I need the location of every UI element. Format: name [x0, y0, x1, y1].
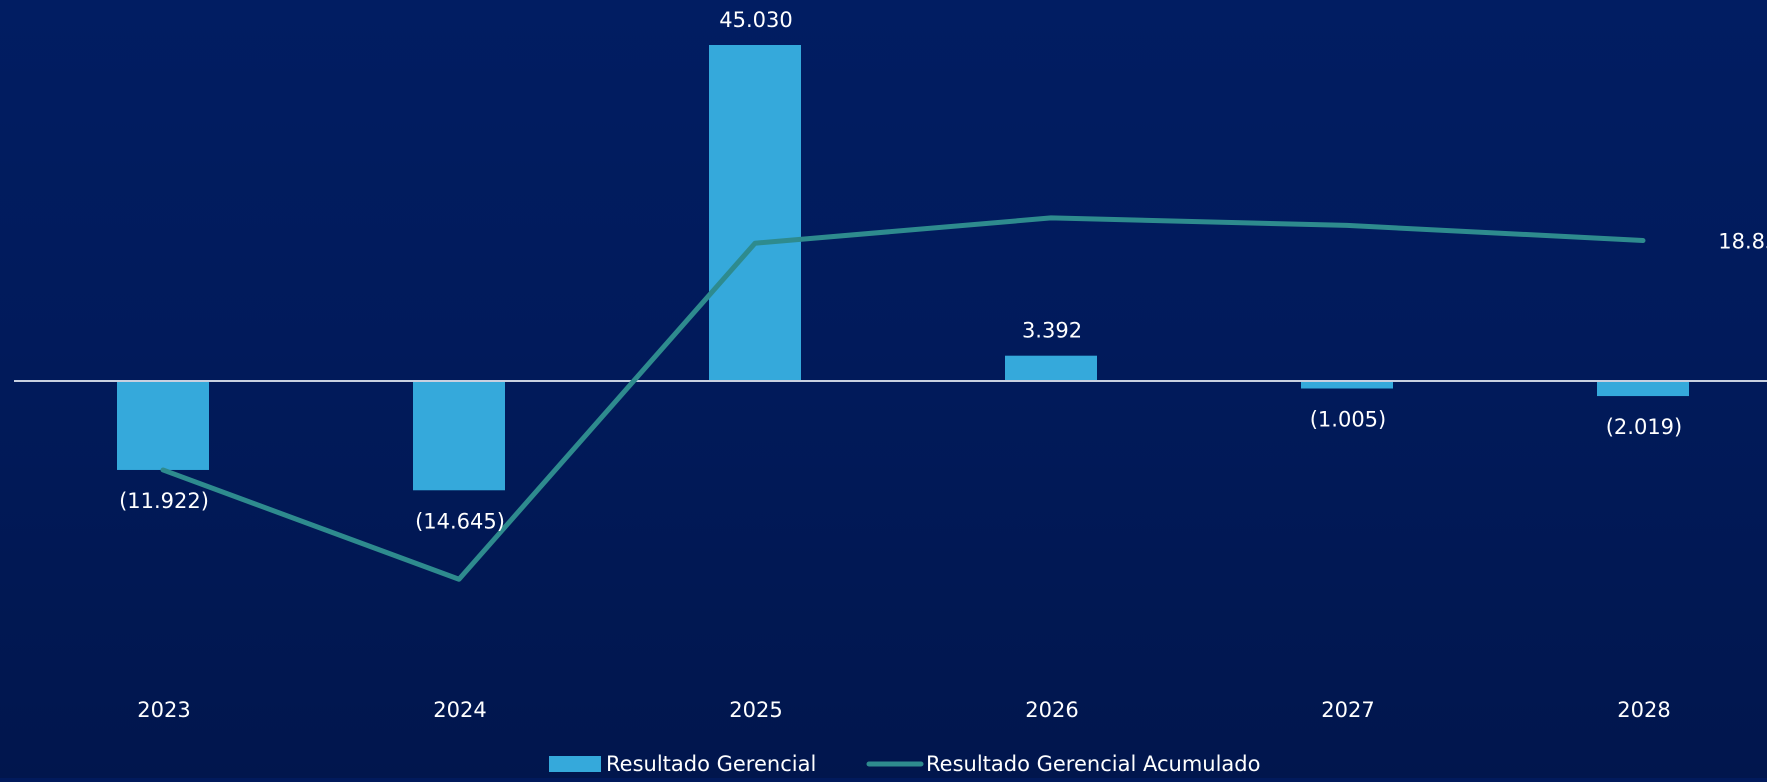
bar-label-2023: (11.922)	[119, 489, 209, 513]
bar-label-2025: 45.030	[719, 8, 792, 32]
bar-2025	[709, 45, 801, 381]
line-layer	[160, 215, 1646, 582]
bar-2024	[413, 381, 505, 491]
series-line-acumulado	[160, 215, 1646, 582]
bar-label-2026: 3.392	[1022, 319, 1082, 343]
bar-2028	[1597, 381, 1689, 397]
legend: Resultado Gerencial Resultado Gerencial A…	[549, 752, 1260, 776]
legend-swatch-bar	[549, 756, 601, 772]
x-tick-label-2023: 2023	[137, 698, 190, 722]
line-end-label: 18.831	[1718, 229, 1767, 253]
x-tick-label-2026: 2026	[1025, 698, 1078, 722]
x-tick-label-2024: 2024	[433, 698, 486, 722]
x-axis: 2023 2024 2025 2026 2027 2028	[137, 698, 1670, 722]
x-tick-label-2027: 2027	[1321, 698, 1374, 722]
bar-2026	[1005, 355, 1097, 381]
bar-2027	[1301, 381, 1393, 389]
x-tick-label-2028: 2028	[1617, 698, 1670, 722]
bar-label-2024: (14.645)	[415, 509, 505, 533]
legend-label-line: Resultado Gerencial Acumulado	[926, 752, 1260, 776]
bar-2023	[117, 381, 209, 470]
data-labels-layer: (11.922) (14.645) 45.030 3.392 (1.005) (2.019…	[119, 8, 1767, 533]
x-tick-label-2025: 2025	[729, 698, 782, 722]
bars-layer	[117, 45, 1689, 491]
legend-label-bar: Resultado Gerencial	[606, 752, 816, 776]
bar-label-2028: (2.019)	[1606, 415, 1683, 439]
bar-label-2027: (1.005)	[1310, 407, 1387, 431]
